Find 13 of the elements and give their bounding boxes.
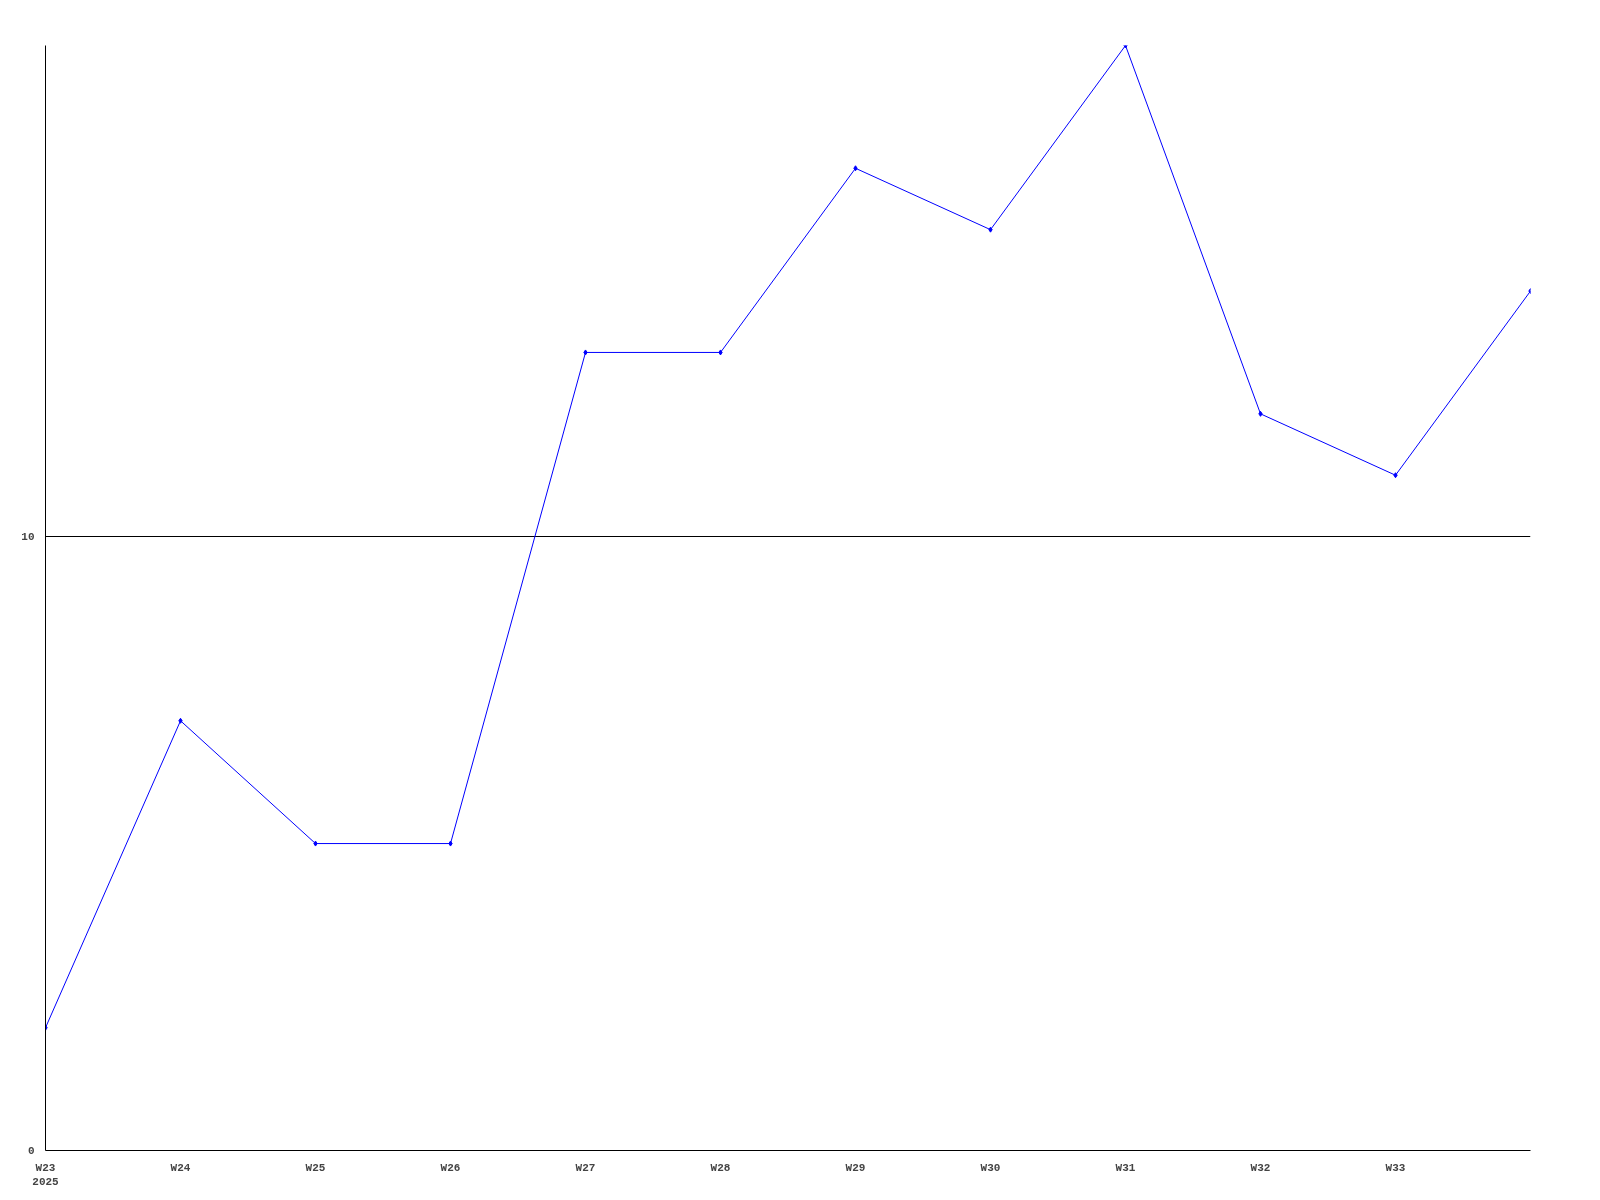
x-tick-label: W33: [1385, 1161, 1406, 1174]
x-tick-label: W24: [170, 1161, 191, 1174]
x-tick-label: W29: [845, 1161, 866, 1174]
x-tick-label: W26: [440, 1161, 461, 1174]
y-tick-label: 0: [27, 1145, 35, 1157]
x-tick-label: W32: [1250, 1161, 1271, 1174]
x-tick-label: W23 2025: [32, 1161, 60, 1188]
x-tick-label: W27: [575, 1161, 596, 1174]
x-tick-label: W30: [980, 1161, 1001, 1174]
x-tick-label: W28: [710, 1161, 731, 1174]
y-tick-label: 10: [21, 531, 35, 544]
x-tick-label: W31: [1115, 1161, 1136, 1174]
x-tick-label: W25: [305, 1161, 326, 1174]
